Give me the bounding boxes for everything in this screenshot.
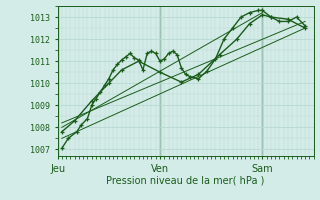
X-axis label: Pression niveau de la mer( hPa ): Pression niveau de la mer( hPa ) — [107, 175, 265, 185]
